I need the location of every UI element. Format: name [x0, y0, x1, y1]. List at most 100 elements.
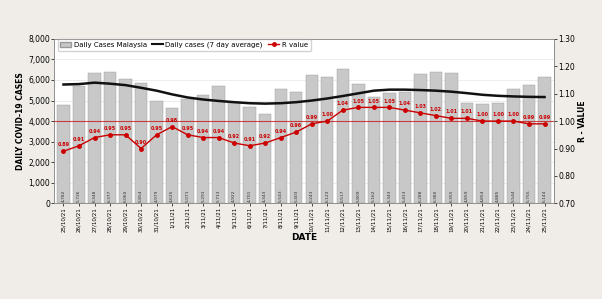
- Bar: [119, 79, 132, 203]
- Text: 6,380: 6,380: [434, 190, 438, 202]
- Bar: [368, 97, 380, 203]
- Text: 0.94: 0.94: [88, 129, 101, 134]
- Bar: [150, 101, 163, 203]
- Bar: [445, 73, 458, 203]
- Text: 0.90: 0.90: [135, 140, 147, 145]
- Bar: [337, 69, 349, 203]
- Bar: [461, 103, 473, 203]
- Text: 4,859: 4,859: [465, 190, 469, 202]
- Text: 5,343: 5,343: [387, 190, 391, 202]
- Text: 0.94: 0.94: [197, 129, 209, 134]
- Bar: [399, 92, 411, 203]
- Text: 1.05: 1.05: [352, 99, 364, 103]
- Bar: [181, 99, 194, 203]
- Text: 4,625: 4,625: [170, 190, 174, 202]
- Bar: [228, 102, 240, 203]
- Text: 0.94: 0.94: [213, 129, 225, 134]
- Text: 5,403: 5,403: [294, 190, 298, 202]
- Bar: [57, 105, 70, 203]
- Bar: [213, 86, 225, 203]
- Text: 0.95: 0.95: [150, 126, 163, 131]
- Text: 5,544: 5,544: [512, 190, 515, 202]
- Text: 0.92: 0.92: [228, 134, 240, 139]
- Y-axis label: DAILY COVID-19 CASES: DAILY COVID-19 CASES: [16, 72, 25, 170]
- Text: 0.91: 0.91: [244, 137, 256, 142]
- Text: 4,885: 4,885: [496, 190, 500, 202]
- Bar: [197, 94, 209, 203]
- Text: 5,755: 5,755: [527, 190, 531, 202]
- Text: 6,517: 6,517: [341, 190, 345, 202]
- Bar: [73, 86, 85, 203]
- Text: 5,413: 5,413: [403, 190, 407, 202]
- Text: 0.95: 0.95: [104, 126, 116, 131]
- Text: 4,782: 4,782: [61, 190, 66, 202]
- Bar: [243, 107, 256, 203]
- Bar: [383, 94, 396, 203]
- Text: 4,854: 4,854: [480, 190, 485, 202]
- Bar: [352, 84, 365, 203]
- Text: 0.89: 0.89: [57, 142, 70, 147]
- Text: 5,291: 5,291: [201, 190, 205, 202]
- Text: 5,543: 5,543: [279, 190, 283, 202]
- X-axis label: DATE: DATE: [291, 233, 317, 242]
- Text: 6,144: 6,144: [542, 190, 547, 202]
- Text: 5,726: 5,726: [77, 190, 81, 202]
- Bar: [430, 72, 442, 203]
- Bar: [104, 72, 116, 203]
- Text: 1.04: 1.04: [399, 101, 411, 106]
- Bar: [414, 74, 427, 203]
- Text: 0.99: 0.99: [523, 115, 535, 120]
- Bar: [166, 108, 178, 203]
- Text: 0.99: 0.99: [306, 115, 318, 120]
- Text: 5,071: 5,071: [185, 190, 190, 202]
- Bar: [507, 89, 520, 203]
- Text: 1.04: 1.04: [337, 101, 349, 106]
- Text: 1.03: 1.03: [414, 104, 426, 109]
- Text: 0.95: 0.95: [182, 126, 194, 131]
- Bar: [476, 103, 489, 203]
- Text: 0.92: 0.92: [259, 134, 272, 139]
- Text: 1.05: 1.05: [368, 99, 380, 103]
- Bar: [523, 85, 535, 203]
- Bar: [492, 103, 504, 203]
- Text: 0.98: 0.98: [166, 118, 178, 123]
- Text: 6,060: 6,060: [123, 190, 128, 202]
- Bar: [306, 75, 318, 203]
- Text: 1.00: 1.00: [492, 112, 504, 117]
- Bar: [259, 114, 272, 203]
- Text: 4,701: 4,701: [247, 190, 252, 202]
- Text: 5,854: 5,854: [139, 190, 143, 202]
- Text: 1.01: 1.01: [461, 109, 473, 115]
- Text: 6,377: 6,377: [108, 190, 112, 202]
- Text: 6,123: 6,123: [325, 190, 329, 202]
- Bar: [88, 73, 101, 203]
- Legend: Daily Cases Malaysia, Daily cases (7 day average), R value: Daily Cases Malaysia, Daily cases (7 day…: [58, 39, 311, 51]
- Text: 0.99: 0.99: [538, 115, 551, 120]
- Text: 0.94: 0.94: [275, 129, 287, 134]
- Text: 1.00: 1.00: [476, 112, 488, 117]
- Text: 6,243: 6,243: [310, 190, 314, 202]
- Bar: [135, 83, 147, 203]
- Bar: [321, 77, 334, 203]
- Bar: [275, 89, 287, 203]
- Text: 6,355: 6,355: [450, 190, 453, 202]
- Text: 6,288: 6,288: [418, 190, 423, 202]
- Text: 0.95: 0.95: [120, 126, 132, 131]
- Text: 4,979: 4,979: [155, 190, 158, 202]
- Bar: [290, 92, 302, 203]
- Text: 1.02: 1.02: [430, 107, 442, 112]
- Text: 1.00: 1.00: [507, 112, 520, 117]
- Y-axis label: R - VALUE: R - VALUE: [578, 100, 587, 142]
- Text: 6,348: 6,348: [93, 190, 96, 202]
- Text: 1.00: 1.00: [321, 112, 334, 117]
- Text: 5,713: 5,713: [217, 190, 221, 202]
- Text: 4,343: 4,343: [263, 190, 267, 202]
- Text: 1.01: 1.01: [445, 109, 458, 115]
- Text: 0.91: 0.91: [73, 137, 85, 142]
- Text: 1.05: 1.05: [383, 99, 396, 103]
- Text: 5,162: 5,162: [372, 190, 376, 202]
- Text: 5,809: 5,809: [356, 190, 361, 202]
- Text: 4,922: 4,922: [232, 190, 236, 202]
- Text: 0.96: 0.96: [290, 123, 302, 128]
- Bar: [538, 77, 551, 203]
